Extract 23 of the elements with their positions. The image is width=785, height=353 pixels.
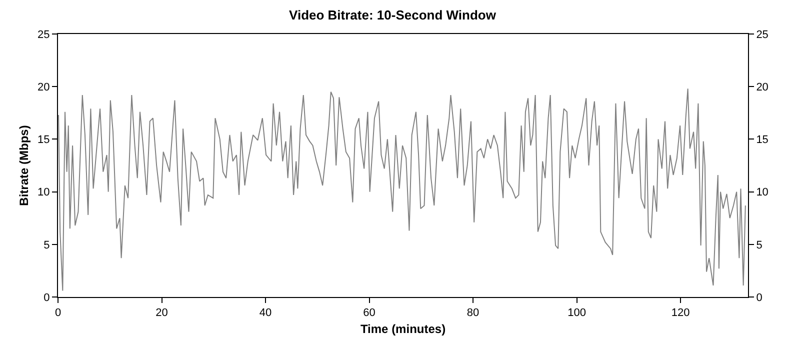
- x-tick-label: 100: [568, 307, 586, 320]
- y-tick-label: 5: [44, 239, 50, 252]
- y-tick-label: 20: [38, 81, 50, 94]
- line-series: [58, 88, 746, 292]
- y2-tick-label: 0: [756, 292, 762, 304]
- y2-tick-label: 25: [756, 28, 768, 41]
- x-tick-label: 60: [363, 307, 376, 320]
- x-tick-label: 80: [466, 307, 480, 320]
- chart-title: Video Bitrate: 10-Second Window: [289, 8, 497, 23]
- y-axis-title: Bitrate (Mbps): [16, 125, 31, 206]
- y-tick-label: 15: [38, 134, 50, 146]
- y-tick-label: 25: [38, 28, 50, 41]
- y2-tick-label: 5: [756, 239, 762, 252]
- x-tick-label: 120: [671, 307, 690, 320]
- x-tick-label: 40: [259, 307, 272, 320]
- x-axis-title: Time (minutes): [360, 322, 446, 336]
- y2-tick-label: 15: [756, 134, 768, 146]
- y2-tick-label: 20: [756, 81, 768, 94]
- y2-tick-label: 10: [756, 186, 768, 199]
- y-tick-label: 10: [38, 186, 50, 199]
- x-tick-label: 20: [156, 307, 168, 320]
- y-tick-label: 0: [44, 292, 50, 304]
- x-tick-label: 0: [54, 307, 62, 320]
